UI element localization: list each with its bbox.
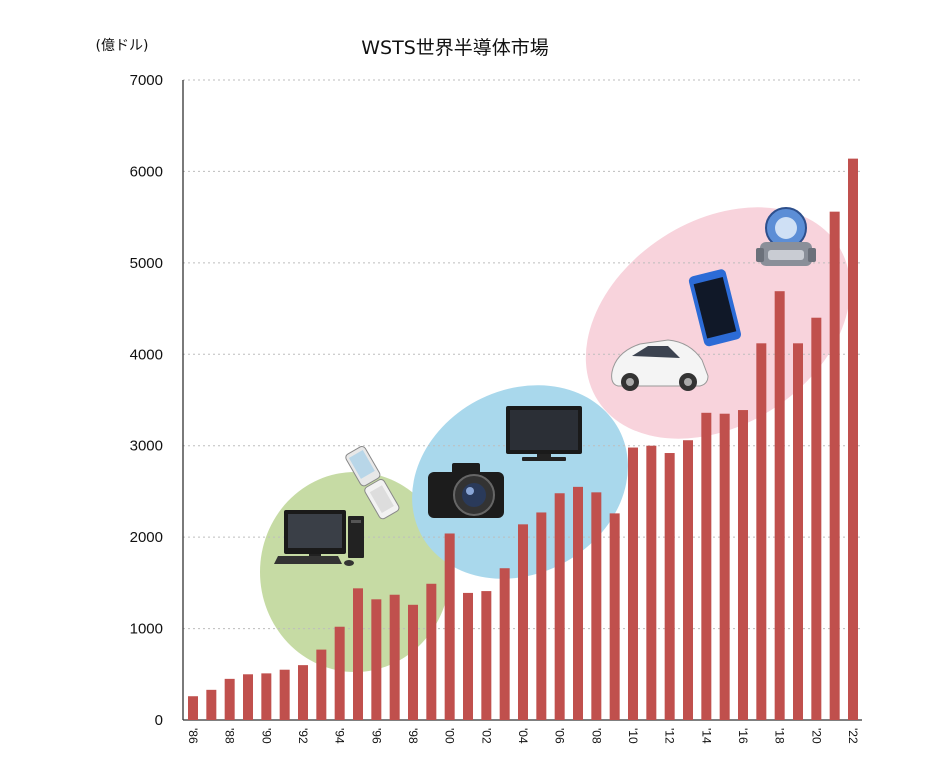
y-tick-label: 3000 bbox=[130, 438, 163, 455]
x-tick-label: '02 bbox=[479, 728, 493, 744]
x-tick-label: '90 bbox=[259, 728, 273, 744]
x-tick-label: '04 bbox=[516, 728, 530, 744]
x-tick-label: '12 bbox=[663, 728, 677, 744]
bar-15 bbox=[719, 413, 730, 720]
desktop-pc-icon bbox=[274, 510, 364, 566]
y-tick-label: 6000 bbox=[130, 163, 163, 180]
x-tick-label: '94 bbox=[333, 728, 347, 744]
flat-tv-icon bbox=[506, 406, 582, 461]
y-tick-label: 1000 bbox=[130, 621, 163, 638]
x-tick-label: '20 bbox=[809, 728, 823, 744]
y-tick-label: 4000 bbox=[130, 346, 163, 363]
y-tick-label: 0 bbox=[155, 712, 163, 729]
bar-95 bbox=[353, 588, 363, 720]
x-tick-label: '10 bbox=[626, 728, 640, 744]
smartphone-icon bbox=[688, 269, 742, 347]
bar-02 bbox=[481, 591, 492, 720]
bar-98 bbox=[408, 604, 418, 720]
x-tick-label: '98 bbox=[406, 728, 420, 744]
bar-86 bbox=[188, 696, 198, 720]
bar-series bbox=[188, 158, 858, 720]
bar-92 bbox=[298, 665, 308, 720]
car-icon bbox=[611, 339, 709, 391]
bar-06 bbox=[554, 493, 565, 720]
flip-phone-icon bbox=[345, 446, 400, 520]
x-tick-label: '22 bbox=[846, 728, 860, 744]
x-tick-label: '08 bbox=[589, 728, 603, 744]
bar-13 bbox=[683, 440, 693, 720]
y-tick-label: 2000 bbox=[130, 529, 163, 546]
bar-94 bbox=[334, 626, 345, 720]
bar-04 bbox=[518, 524, 528, 720]
bar-14 bbox=[701, 412, 712, 720]
chart-title: WSTS世界半導体市場 bbox=[361, 37, 549, 59]
bar-12 bbox=[664, 453, 675, 720]
y-tick-label: 7000 bbox=[130, 72, 163, 89]
x-tick-label: '14 bbox=[699, 728, 713, 744]
bar-01 bbox=[463, 592, 473, 720]
gridlines bbox=[183, 79, 862, 630]
x-tick-label: '18 bbox=[773, 728, 787, 744]
bar-22 bbox=[848, 158, 858, 720]
bar-97 bbox=[389, 594, 400, 720]
bar-93 bbox=[316, 649, 327, 720]
bar-18 bbox=[774, 291, 785, 720]
y-axis-ticks: 0 1000 2000 3000 4000 5000 6000 7000 bbox=[130, 72, 163, 729]
bar-99 bbox=[426, 583, 437, 720]
bar-21 bbox=[829, 211, 840, 720]
bar-19 bbox=[793, 343, 803, 720]
x-tick-label: '06 bbox=[553, 728, 567, 744]
x-tick-label: '00 bbox=[443, 728, 457, 744]
bar-91 bbox=[279, 669, 290, 720]
x-tick-label: '96 bbox=[369, 728, 383, 744]
bar-20 bbox=[811, 317, 822, 720]
robot-icon bbox=[756, 207, 816, 266]
y-axis-unit-label: (億ドル) bbox=[96, 38, 149, 54]
bar-08 bbox=[591, 492, 602, 720]
bar-07 bbox=[573, 486, 583, 720]
bar-89 bbox=[243, 674, 253, 720]
camera-icon bbox=[428, 463, 504, 518]
bar-88 bbox=[224, 678, 235, 720]
bar-16 bbox=[738, 410, 748, 720]
bar-90 bbox=[261, 673, 272, 720]
x-tick-label: '16 bbox=[736, 728, 750, 744]
bar-96 bbox=[371, 599, 382, 720]
bar-11 bbox=[646, 445, 657, 720]
x-tick-label: '86 bbox=[186, 728, 200, 744]
bar-09 bbox=[609, 513, 620, 720]
y-tick-label: 5000 bbox=[130, 255, 163, 272]
x-axis-ticks: '86 '88 '90 '92 '94 '96 '98 '00 '02 '04 '06 '08 '10 '… bbox=[186, 728, 860, 744]
bar-87 bbox=[206, 689, 217, 720]
x-tick-label: '92 bbox=[296, 728, 310, 744]
bar-03 bbox=[499, 568, 510, 720]
x-tick-label: '88 bbox=[223, 728, 237, 744]
bar-17 bbox=[756, 343, 767, 720]
bar-05 bbox=[536, 512, 547, 720]
bar-10 bbox=[628, 447, 638, 720]
bar-00 bbox=[444, 533, 455, 720]
